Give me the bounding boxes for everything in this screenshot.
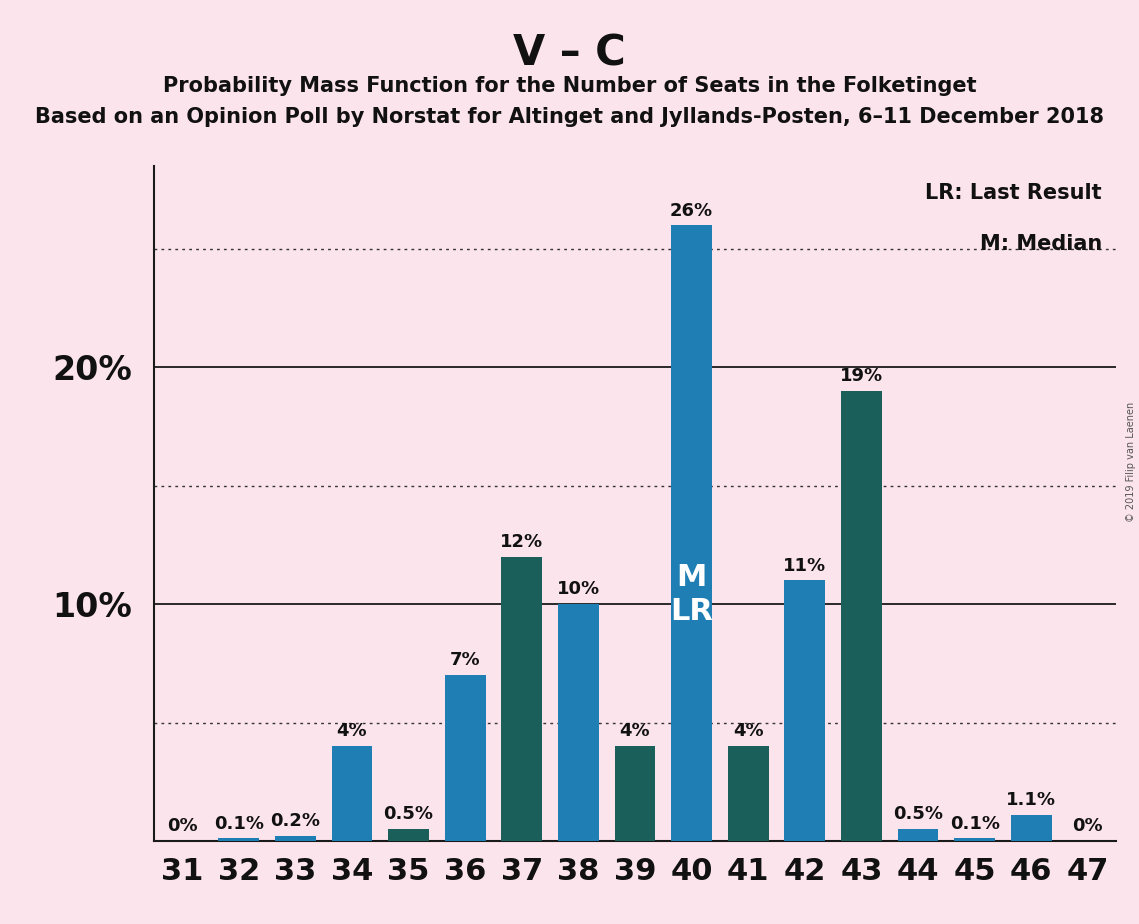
Text: 0%: 0% xyxy=(166,817,197,835)
Text: 26%: 26% xyxy=(670,201,713,220)
Text: 11%: 11% xyxy=(784,556,827,575)
Bar xyxy=(444,675,485,841)
Text: 1.1%: 1.1% xyxy=(1006,791,1056,808)
Text: 0.1%: 0.1% xyxy=(214,815,264,833)
Bar xyxy=(841,391,882,841)
Bar xyxy=(615,747,655,841)
Bar xyxy=(388,829,429,841)
Text: M
LR: M LR xyxy=(670,564,713,626)
Bar xyxy=(898,829,939,841)
Bar xyxy=(671,225,712,841)
Text: 4%: 4% xyxy=(337,723,367,740)
Text: 0.5%: 0.5% xyxy=(893,805,943,823)
Text: 0%: 0% xyxy=(1073,817,1104,835)
Text: 0.1%: 0.1% xyxy=(950,815,1000,833)
Bar xyxy=(558,604,599,841)
Bar xyxy=(274,836,316,841)
Bar xyxy=(219,838,259,841)
Text: 19%: 19% xyxy=(839,367,883,385)
Text: 0.5%: 0.5% xyxy=(384,805,434,823)
Text: M: Median: M: Median xyxy=(980,234,1101,254)
Bar xyxy=(1011,815,1051,841)
Text: Probability Mass Function for the Number of Seats in the Folketinget: Probability Mass Function for the Number… xyxy=(163,76,976,96)
Bar xyxy=(331,747,372,841)
Text: 10%: 10% xyxy=(557,580,600,598)
Text: © 2019 Filip van Laenen: © 2019 Filip van Laenen xyxy=(1125,402,1136,522)
Bar xyxy=(501,557,542,841)
Text: V – C: V – C xyxy=(514,32,625,74)
Bar xyxy=(785,580,826,841)
Text: 7%: 7% xyxy=(450,651,481,669)
Text: Based on an Opinion Poll by Norstat for Altinget and Jyllands-Posten, 6–11 Decem: Based on an Opinion Poll by Norstat for … xyxy=(35,107,1104,128)
Text: 4%: 4% xyxy=(732,723,763,740)
Text: LR: Last Result: LR: Last Result xyxy=(925,183,1101,203)
Bar xyxy=(728,747,769,841)
Text: 12%: 12% xyxy=(500,533,543,551)
Text: 0.2%: 0.2% xyxy=(270,812,320,830)
Bar xyxy=(954,838,995,841)
Text: 4%: 4% xyxy=(620,723,650,740)
